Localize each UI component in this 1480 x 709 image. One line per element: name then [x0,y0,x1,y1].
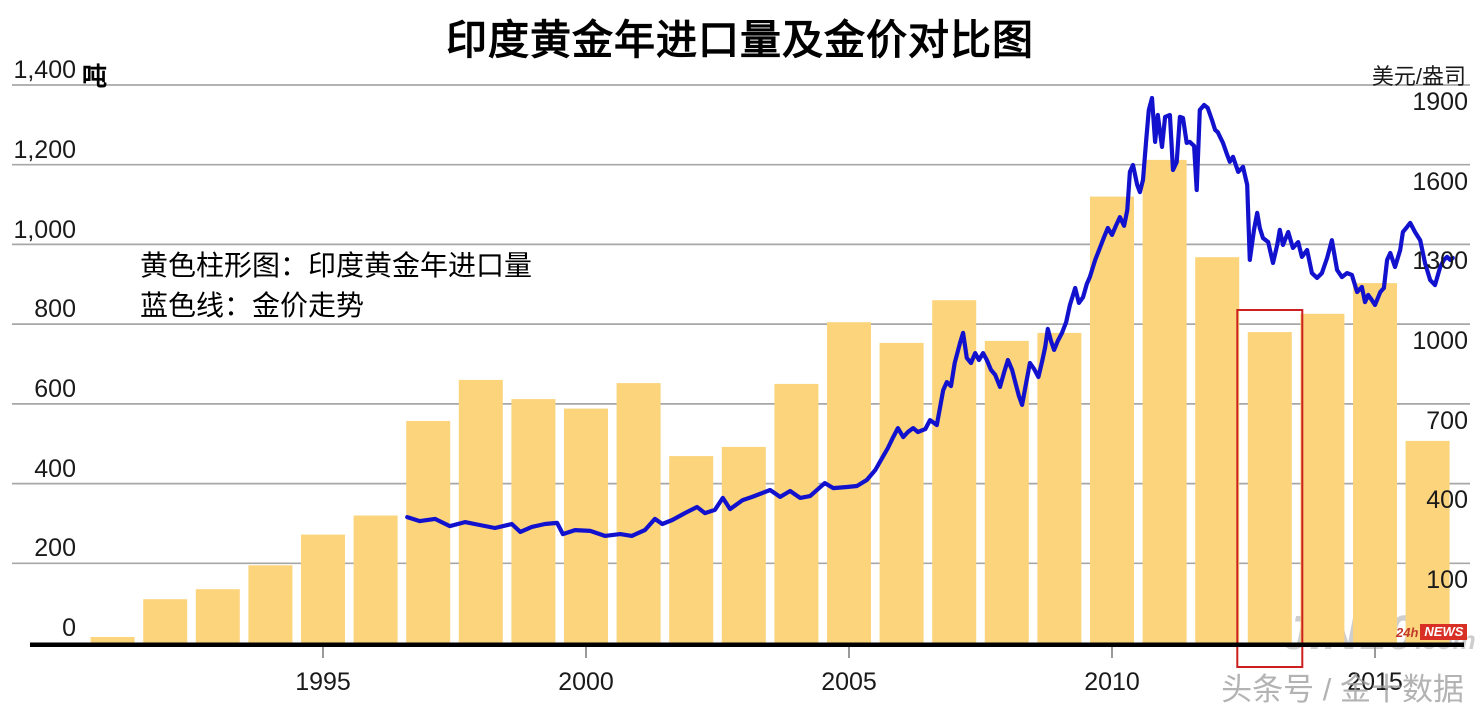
y-left-1200: 1,200 [13,136,76,164]
x-tick-2000: 2000 [558,668,614,696]
badge-news-text: NEWS [1420,624,1468,640]
y-right-700: 700 [1426,407,1468,435]
y-left-600: 600 [34,375,76,403]
y-right-400: 400 [1426,486,1468,514]
x-tick-2015: 2015 [1347,668,1403,696]
x-tick-1995: 1995 [295,668,351,696]
legend-line-series: 蓝色线：金价走势 [140,290,365,321]
y-right-1000: 1000 [1412,327,1468,355]
legend-bar-series: 黄色柱形图：印度黄金年进口量 [140,250,533,281]
y-left-1000: 1,000 [13,216,76,244]
page-title: 印度黄金年进口量及金价对比图 [446,17,1034,63]
y-right-1300: 1300 [1412,247,1468,275]
x-tick-2010: 2010 [1084,668,1140,696]
x-tick-2005: 2005 [821,668,877,696]
right-axis-unit: 美元/盎司 [1371,64,1466,89]
y-right-1600: 1600 [1412,168,1468,196]
source-watermark-caption: 头条号 / 金十数据 [1221,672,1464,707]
jin10-news-badge: 24h NEWS [1396,624,1468,640]
y-left-1400: 1,400 [13,56,76,84]
y-left-400: 400 [34,455,76,483]
left-axis-unit: 吨 [82,63,108,91]
badge-24h-text: 24h [1396,624,1419,640]
y-left-800: 800 [34,295,76,323]
y-left-200: 200 [34,534,76,562]
y-right-1900: 1900 [1412,88,1468,116]
y-right-100: 100 [1426,566,1468,594]
y-left-0: 0 [62,614,76,642]
legend: 黄色柱形图：印度黄金年进口量 蓝色线：金价走势 [140,246,532,326]
